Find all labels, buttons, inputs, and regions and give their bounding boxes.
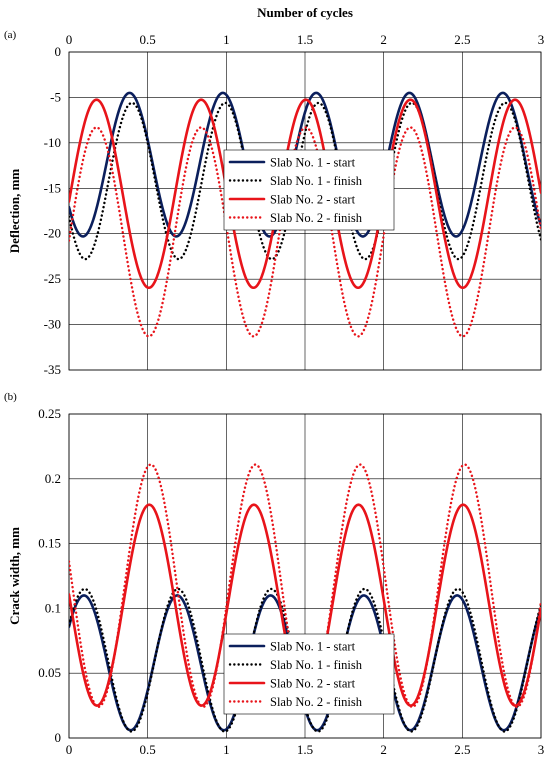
y-tick-label: -15: [44, 180, 61, 195]
y-tick-label: -20: [44, 226, 61, 241]
series-line-2: [69, 101, 541, 261]
y-tick-label: -5: [50, 89, 61, 104]
panel-label: (b): [4, 391, 17, 403]
y-tick-label: -10: [44, 135, 61, 150]
y-tick-label: 0.2: [45, 471, 61, 486]
chart-deflection: 0 0.5 1 1.5 2 2.5 3 0 -5 -10 -15 -20 -25 -30 -35 Deflec…: [4, 29, 544, 377]
series-group: [69, 91, 541, 338]
y-tick-label: -30: [44, 317, 61, 332]
x-tick-label: 0: [66, 32, 73, 47]
y-tick-label: 0.15: [38, 536, 61, 551]
x-tick-label: 0: [66, 742, 73, 757]
series-line-3: [69, 98, 541, 290]
y-tick-label: 0: [55, 730, 62, 745]
x-tick-label: 1: [223, 32, 230, 47]
x-tick-label: 2: [380, 32, 387, 47]
series-line-4: [69, 126, 541, 338]
y-axis-title: Crack width, mm: [7, 527, 22, 625]
x-tick-label: 2.5: [454, 742, 470, 757]
chart-crack-width: 0 0.5 1 1.5 2 2.5 3 0 0.05 0.1 0.15 0.2 0.25 Crack wi…: [4, 391, 544, 757]
legend-entry-4: Slab No. 2 - finish: [270, 695, 363, 709]
x-tick-label: 1.5: [297, 742, 313, 757]
top-x-axis-title: Number of cycles: [257, 5, 353, 20]
y-tick-label: 0.25: [38, 406, 61, 421]
x-tick-label: 0.5: [140, 742, 156, 757]
legend-entry-2: Slab No. 1 - finish: [270, 658, 363, 672]
panel-label: (a): [4, 29, 17, 41]
y-tick-label: -35: [44, 362, 61, 377]
x-tick-label: 2.5: [454, 32, 470, 47]
x-tick-label: 3: [538, 32, 545, 47]
y-tick-label: 0: [55, 44, 62, 59]
legend: Slab No. 1 - start Slab No. 1 - finish Sla…: [223, 633, 395, 715]
legend-entry-4: Slab No. 2 - finish: [270, 211, 363, 225]
legend-entry-1: Slab No. 1 - start: [270, 640, 356, 654]
x-tick-label: 1: [223, 742, 230, 757]
x-tick-label: 1.5: [297, 32, 313, 47]
legend-entry-3: Slab No. 2 - start: [270, 677, 356, 691]
y-tick-label: 0.1: [45, 600, 61, 615]
x-tick-label: 3: [538, 742, 545, 757]
y-axis-title: Deflection, mm: [7, 169, 22, 254]
x-tick-label: 0.5: [140, 32, 156, 47]
legend-entry-1: Slab No. 1 - start: [270, 156, 356, 170]
legend-entry-3: Slab No. 2 - start: [270, 193, 356, 207]
legend: Slab No. 1 - start Slab No. 1 - finish Sla…: [223, 149, 395, 231]
y-tick-label: 0.05: [38, 665, 61, 680]
x-tick-label: 2: [380, 742, 387, 757]
y-tick-label: -25: [44, 271, 61, 286]
legend-entry-2: Slab No. 1 - finish: [270, 174, 363, 188]
